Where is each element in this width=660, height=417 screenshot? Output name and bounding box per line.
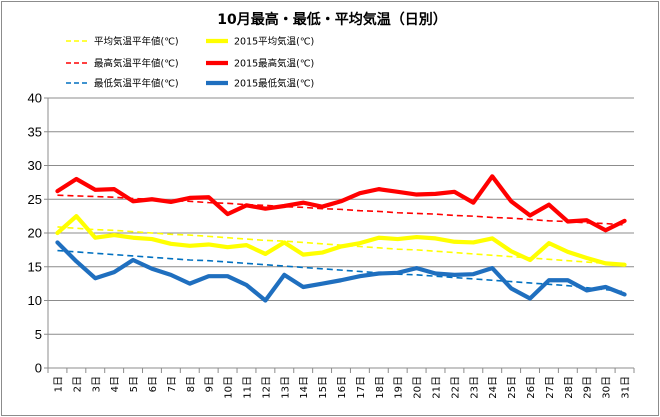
x-tick-label: 1日 bbox=[53, 376, 64, 392]
y-tick-label: 15 bbox=[28, 259, 42, 274]
series-layer bbox=[55, 174, 627, 303]
y-tick-label: 10 bbox=[28, 293, 42, 308]
x-tick-label: 2日 bbox=[72, 376, 83, 392]
x-tick-label: 17日 bbox=[356, 376, 367, 399]
x-tick-label: 3日 bbox=[91, 376, 102, 392]
x-tick-label: 22日 bbox=[450, 376, 461, 399]
x-tick-label: 8日 bbox=[186, 376, 197, 392]
series-line bbox=[55, 214, 627, 267]
y-tick-label: 30 bbox=[28, 158, 42, 173]
x-tick-label: 25日 bbox=[507, 376, 518, 399]
gridlines bbox=[48, 97, 634, 335]
series-line bbox=[57, 249, 625, 293]
x-tick-label: 5日 bbox=[129, 376, 140, 392]
x-tick-label: 19日 bbox=[394, 376, 405, 399]
y-tick-label: 5 bbox=[35, 327, 42, 342]
x-tick-label: 30日 bbox=[602, 376, 613, 399]
x-tick-label: 10日 bbox=[224, 376, 235, 399]
legend-label: 2015最低気温(℃) bbox=[234, 78, 314, 90]
x-tick-label: 9日 bbox=[205, 376, 216, 392]
y-tick-label: 40 bbox=[28, 91, 42, 106]
x-tick-label: 31日 bbox=[621, 376, 632, 399]
x-tick-label: 11日 bbox=[242, 376, 253, 399]
y-tick-label: 20 bbox=[28, 226, 42, 241]
legend-label: 平均気温平年値(℃) bbox=[94, 36, 179, 48]
x-tick-labels: 1日 2日 3日 4日 5日 6日 7日 8日 9日 10日 11日 12日 13日 14日 15日 16日 1… bbox=[53, 376, 631, 399]
series-line bbox=[55, 174, 627, 233]
x-tick-label: 6日 bbox=[148, 376, 159, 392]
legend-label: 最高気温平年値(℃) bbox=[94, 58, 179, 70]
axes bbox=[44, 97, 635, 373]
x-tick-label: 4日 bbox=[110, 376, 121, 392]
x-tick-label: 14日 bbox=[299, 376, 310, 399]
x-tick-label: 24日 bbox=[488, 376, 499, 399]
y-tick-label: 35 bbox=[28, 124, 42, 139]
x-tick-label: 29日 bbox=[583, 376, 594, 399]
legend-label: 最低気温平年値(℃) bbox=[94, 78, 179, 90]
x-tick-label: 20日 bbox=[413, 376, 424, 399]
x-tick-label: 21日 bbox=[432, 376, 443, 399]
x-tick-label: 18日 bbox=[375, 376, 386, 399]
series-line bbox=[55, 240, 627, 303]
y-tick-label: 0 bbox=[35, 361, 42, 376]
legend-label: 2015平均気温(℃) bbox=[234, 36, 314, 48]
x-tick-label: 26日 bbox=[526, 376, 537, 399]
legend: 平均気温平年値(℃) 2015平均気温(℃) 最高気温平年値(℃) 2015最高気温(… bbox=[66, 36, 314, 90]
x-tick-label: 23日 bbox=[469, 376, 480, 399]
x-tick-label: 12日 bbox=[261, 376, 272, 399]
x-tick-label: 15日 bbox=[318, 376, 329, 399]
legend-label: 2015最高気温(℃) bbox=[234, 58, 314, 70]
x-tick-label: 7日 bbox=[167, 376, 178, 392]
y-tick-label: 25 bbox=[28, 192, 42, 207]
y-tick-labels: 0 5 10 15 20 25 30 35 40 bbox=[28, 91, 42, 376]
x-tick-label: 28日 bbox=[564, 376, 575, 399]
x-tick-label: 13日 bbox=[280, 376, 291, 399]
x-tick-label: 16日 bbox=[337, 376, 348, 399]
x-tick-label: 27日 bbox=[545, 376, 556, 399]
chart-title: 10月最高・最低・平均気温（日別） bbox=[217, 11, 446, 28]
